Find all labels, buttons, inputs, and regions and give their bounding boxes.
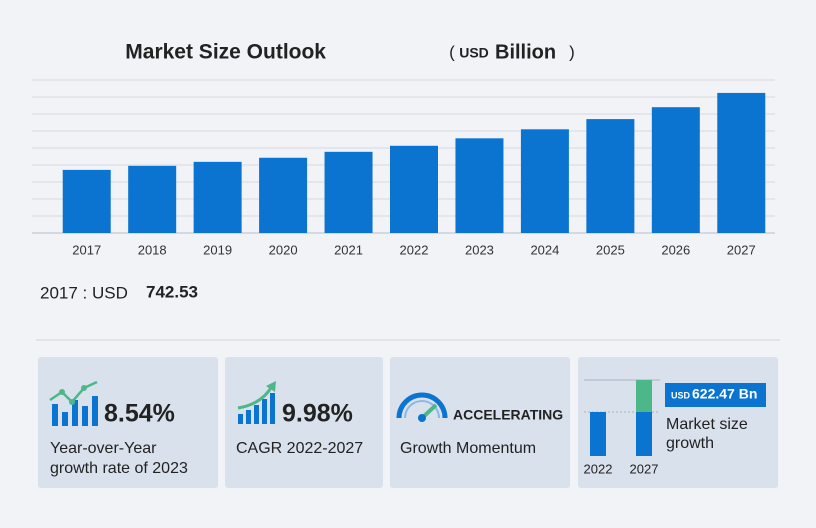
x-tick-label: 2026 — [661, 242, 690, 257]
x-tick-label: 2025 — [596, 242, 625, 257]
x-tick-label: 2020 — [269, 242, 298, 257]
card — [225, 357, 383, 488]
bar — [62, 169, 111, 233]
bar — [128, 165, 177, 233]
mini-bar — [636, 412, 652, 456]
card-value: ACCELERATING — [453, 407, 563, 423]
mini-bar — [590, 412, 606, 456]
cagr-icon — [237, 381, 276, 424]
unit-open: ( — [449, 42, 455, 61]
bar — [651, 107, 700, 233]
card-value: 8.54% — [104, 400, 175, 428]
mini-year: 2022 — [584, 461, 613, 476]
unit-close: ) — [569, 42, 575, 61]
unit-currency: USD — [459, 45, 489, 61]
badge-value: 622.47 Bn — [692, 386, 757, 402]
x-tick-label: 2019 — [203, 242, 232, 257]
chart-title: Market Size Outlook — [125, 41, 326, 64]
mini-year: 2027 — [630, 461, 659, 476]
bar — [259, 157, 308, 233]
bar — [390, 145, 438, 233]
x-tick-label: 2018 — [138, 242, 167, 257]
bar — [455, 138, 504, 233]
bar — [324, 151, 373, 233]
x-tick-label: 2027 — [727, 242, 756, 257]
base-label: 2017 : USD — [40, 283, 128, 302]
badge-currency: USD — [671, 390, 691, 400]
card-label: Year-over-Year — [50, 440, 157, 457]
bar — [520, 129, 569, 233]
x-tick-label: 2022 — [400, 242, 429, 257]
gauge-icon — [396, 392, 448, 422]
card-label: growth — [666, 435, 714, 452]
bar — [586, 119, 635, 233]
unit-name: Billion — [495, 41, 556, 63]
bar — [717, 92, 766, 233]
bar — [193, 161, 242, 233]
base-value: 742.53 — [146, 282, 198, 301]
growth-icon — [49, 380, 98, 426]
card — [390, 357, 570, 488]
x-tick-label: 2023 — [465, 242, 494, 257]
x-tick-label: 2017 — [72, 242, 101, 257]
x-tick-label: 2021 — [334, 242, 363, 257]
badge — [665, 383, 766, 407]
x-tick-label: 2024 — [530, 242, 559, 257]
card-label: CAGR 2022-2027 — [236, 440, 363, 457]
card-label: Market size — [666, 416, 748, 433]
card-value: 9.98% — [282, 400, 353, 428]
mini-growth — [636, 380, 652, 412]
card-label: growth rate of 2023 — [50, 460, 188, 477]
card-label: Growth Momentum — [400, 440, 536, 457]
